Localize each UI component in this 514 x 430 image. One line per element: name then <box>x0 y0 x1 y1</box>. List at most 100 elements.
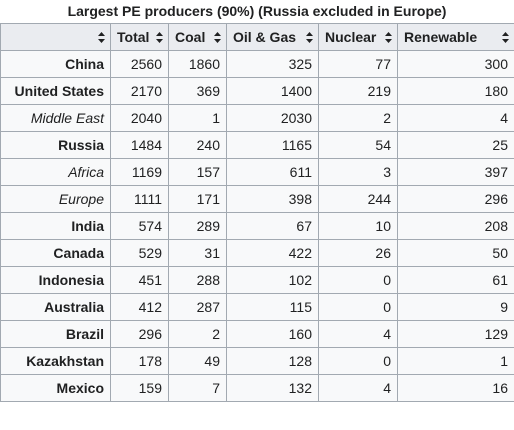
table-row: Australia 412 287 115 0 9 <box>0 293 514 321</box>
value-cell: 0 <box>318 266 398 294</box>
value-cell: 2560 <box>110 50 169 78</box>
value-cell: 2 <box>168 320 227 348</box>
table-row: Canada 529 31 422 26 50 <box>0 239 514 267</box>
value-cell: 67 <box>226 212 319 240</box>
value-cell: 61 <box>397 266 514 294</box>
table-body: China 2560 1860 325 77 300 United States 2170 36… <box>0 50 514 402</box>
value-cell: 296 <box>397 185 514 213</box>
value-cell: 129 <box>397 320 514 348</box>
column-header-label: Oil & Gas <box>233 29 297 45</box>
column-header-label: Nuclear <box>325 29 377 45</box>
value-cell: 529 <box>110 239 169 267</box>
value-cell: 102 <box>226 266 319 294</box>
value-cell: 244 <box>318 185 398 213</box>
country-name-cell: India <box>0 212 111 240</box>
value-cell: 1165 <box>226 131 319 159</box>
nuclear-column-header[interactable]: Nuclear <box>318 23 398 51</box>
value-cell: 115 <box>226 293 319 321</box>
value-cell: 369 <box>168 77 227 105</box>
value-cell: 77 <box>318 50 398 78</box>
value-cell: 1400 <box>226 77 319 105</box>
value-cell: 1 <box>168 104 227 132</box>
sort-up-down-icon <box>98 32 105 43</box>
column-header-label: Total <box>117 29 150 45</box>
header-row: Total Coal Oil & Gas <box>0 23 514 51</box>
coal-column-header[interactable]: Coal <box>168 23 227 51</box>
renewable-column-header[interactable]: Renewable <box>397 23 514 51</box>
value-cell: 180 <box>397 77 514 105</box>
table-caption: Largest PE producers (90%) (Russia exclu… <box>67 3 447 19</box>
value-cell: 300 <box>397 50 514 78</box>
sort-up-down-icon <box>385 32 392 43</box>
value-cell: 16 <box>397 374 514 402</box>
value-cell: 1860 <box>168 50 227 78</box>
sort-up-down-icon <box>502 32 509 43</box>
value-cell: 4 <box>397 104 514 132</box>
value-cell: 25 <box>397 131 514 159</box>
sort-up-down-icon <box>156 32 163 43</box>
value-cell: 49 <box>168 347 227 375</box>
value-cell: 54 <box>318 131 398 159</box>
country-name-cell: Indonesia <box>0 266 111 294</box>
value-cell: 0 <box>318 347 398 375</box>
table-row: Middle East 2040 1 2030 2 4 <box>0 104 514 132</box>
country-name-cell: Canada <box>0 239 111 267</box>
value-cell: 4 <box>318 320 398 348</box>
value-cell: 157 <box>168 158 227 186</box>
value-cell: 1169 <box>110 158 169 186</box>
table-row: Indonesia 451 288 102 0 61 <box>0 266 514 294</box>
value-cell: 451 <box>110 266 169 294</box>
table-row: Mexico 159 7 132 4 16 <box>0 374 514 402</box>
table-row: China 2560 1860 325 77 300 <box>0 50 514 78</box>
value-cell: 50 <box>397 239 514 267</box>
value-cell: 422 <box>226 239 319 267</box>
value-cell: 3 <box>318 158 398 186</box>
value-cell: 7 <box>168 374 227 402</box>
value-cell: 1484 <box>110 131 169 159</box>
country-name-cell: Russia <box>0 131 111 159</box>
value-cell: 611 <box>226 158 319 186</box>
value-cell: 240 <box>168 131 227 159</box>
sort-up-down-icon <box>306 32 313 43</box>
value-cell: 128 <box>226 347 319 375</box>
value-cell: 0 <box>318 293 398 321</box>
value-cell: 398 <box>226 185 319 213</box>
table-row: Brazil 296 2 160 4 129 <box>0 320 514 348</box>
table-row: India 574 289 67 10 208 <box>0 212 514 240</box>
value-cell: 160 <box>226 320 319 348</box>
country-name-cell: Kazakhstan <box>0 347 111 375</box>
value-cell: 288 <box>168 266 227 294</box>
value-cell: 171 <box>168 185 227 213</box>
name-column-header[interactable] <box>0 23 111 51</box>
value-cell: 26 <box>318 239 398 267</box>
value-cell: 412 <box>110 293 169 321</box>
total-column-header[interactable]: Total <box>110 23 169 51</box>
value-cell: 10 <box>318 212 398 240</box>
value-cell: 208 <box>397 212 514 240</box>
value-cell: 2040 <box>110 104 169 132</box>
oil-gas-column-header[interactable]: Oil & Gas <box>226 23 319 51</box>
value-cell: 1 <box>397 347 514 375</box>
country-name-cell: United States <box>0 77 111 105</box>
region-name-cell: Africa <box>0 158 111 186</box>
value-cell: 132 <box>226 374 319 402</box>
value-cell: 289 <box>168 212 227 240</box>
table-row: Europe 1111 171 398 244 296 <box>0 185 514 213</box>
value-cell: 574 <box>110 212 169 240</box>
table-row: Africa 1169 157 611 3 397 <box>0 158 514 186</box>
value-cell: 1111 <box>110 185 169 213</box>
country-name-cell: Brazil <box>0 320 111 348</box>
column-header-label: Coal <box>175 29 206 45</box>
sort-up-down-icon <box>214 32 221 43</box>
value-cell: 287 <box>168 293 227 321</box>
table-row: Kazakhstan 178 49 128 0 1 <box>0 347 514 375</box>
value-cell: 9 <box>397 293 514 321</box>
value-cell: 4 <box>318 374 398 402</box>
value-cell: 31 <box>168 239 227 267</box>
value-cell: 2 <box>318 104 398 132</box>
country-name-cell: China <box>0 50 111 78</box>
value-cell: 325 <box>226 50 319 78</box>
value-cell: 219 <box>318 77 398 105</box>
country-name-cell: Mexico <box>0 374 111 402</box>
value-cell: 2030 <box>226 104 319 132</box>
